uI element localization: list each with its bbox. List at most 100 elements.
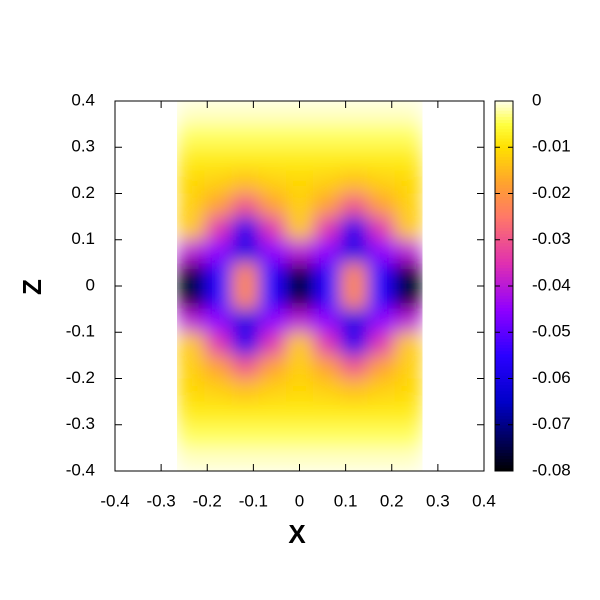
- heat-cell: [285, 286, 314, 310]
- heat-cell: [177, 378, 205, 403]
- heat-cell: [340, 147, 368, 171]
- colorbar-segment: [495, 258, 513, 262]
- heat-cell: [313, 193, 341, 218]
- colorbar-segment: [495, 292, 513, 296]
- colorbar-segment: [495, 107, 513, 111]
- heat-cell: [285, 309, 314, 333]
- x-tick-label: -0.3: [146, 491, 175, 510]
- colorbar-segment: [495, 218, 513, 222]
- colorbar-tick-label: -0.07: [532, 414, 571, 433]
- heat-cell: [285, 401, 314, 426]
- colorbar-segment: [495, 381, 513, 386]
- colorbar-segment: [495, 224, 513, 228]
- colorbar-segment: [495, 316, 513, 321]
- colorbar-segment: [495, 171, 513, 176]
- colorbar-segment: [495, 344, 513, 349]
- heat-cell: [204, 193, 233, 218]
- heat-cell: [204, 378, 233, 403]
- heat-cell: [177, 309, 205, 333]
- heat-cell: [258, 193, 287, 218]
- colorbar-segment: [495, 329, 513, 333]
- colorbar-segment: [495, 261, 513, 265]
- colorbar-segment: [495, 236, 513, 241]
- colorbar-tick-label: 0: [532, 90, 541, 109]
- heat-cell: [177, 424, 205, 449]
- colorbar-segment: [495, 406, 513, 410]
- heat-cell: [367, 124, 396, 148]
- x-tick-label: 0.2: [380, 491, 404, 510]
- y-tick-label: 0.1: [71, 229, 95, 248]
- colorbar-segment: [495, 162, 513, 167]
- colorbar-segment: [495, 230, 513, 235]
- heat-cell: [367, 424, 396, 449]
- heat-cell: [367, 101, 396, 125]
- colorbar-segment: [495, 178, 513, 182]
- colorbar-segment: [495, 122, 513, 127]
- heat-cell: [231, 124, 260, 148]
- heat-cell: [231, 355, 260, 379]
- heat-cell: [367, 332, 396, 356]
- heat-cell: [367, 286, 396, 310]
- colorbar-segment: [495, 205, 513, 210]
- colorbar-segment: [495, 147, 513, 151]
- heat-cell: [231, 401, 260, 426]
- heat-cell: [177, 124, 205, 148]
- heat-cell: [231, 332, 260, 356]
- heat-cell: [231, 309, 260, 333]
- y-axis-label: Z: [17, 279, 47, 295]
- heat-cell: [231, 447, 260, 472]
- colorbar-segment: [495, 134, 513, 139]
- colorbar-segment: [495, 144, 513, 148]
- heat-cell: [177, 216, 205, 241]
- colorbar-segment: [495, 104, 513, 108]
- colorbar-segment: [495, 452, 513, 457]
- heat-cell: [313, 332, 341, 356]
- heat-cell: [285, 239, 314, 264]
- heat-cell: [394, 193, 423, 218]
- colorbar-segment: [495, 193, 513, 198]
- heat-cell: [258, 216, 287, 241]
- colorbar-segment: [495, 446, 513, 450]
- heat-cell: [231, 378, 260, 403]
- colorbar-segment: [495, 208, 513, 213]
- heat-cell: [177, 447, 205, 472]
- colorbar-segment: [495, 430, 513, 435]
- x-axis-label: X: [288, 519, 306, 549]
- colorbar-segment: [495, 239, 513, 244]
- colorbar-segment: [495, 270, 513, 275]
- y-tick-label: 0.2: [71, 183, 95, 202]
- colorbar-segment: [495, 307, 513, 312]
- heat-cell: [258, 355, 287, 379]
- colorbar-segment: [495, 356, 513, 361]
- colorbar-segment: [495, 242, 513, 247]
- heat-cell: [313, 239, 341, 264]
- x-tick-label: 0.1: [334, 491, 358, 510]
- colorbar-segment: [495, 387, 513, 392]
- colorbar-segment: [495, 372, 513, 376]
- colorbar-segment: [495, 440, 513, 444]
- heat-cell: [177, 401, 205, 426]
- y-tick-label: -0.4: [66, 460, 95, 479]
- heat-cell: [394, 262, 423, 287]
- colorbar-segment: [495, 464, 513, 469]
- heat-cell: [204, 309, 233, 333]
- colorbar-segment: [495, 175, 513, 179]
- heat-cell: [258, 262, 287, 287]
- colorbar-segment: [495, 153, 513, 157]
- colorbar-segment: [495, 418, 513, 423]
- colorbar-segment: [495, 227, 513, 231]
- heat-cell: [394, 447, 423, 472]
- heat-cell: [367, 239, 396, 264]
- colorbar-segment: [495, 437, 513, 441]
- colorbar-segment: [495, 190, 513, 194]
- colorbar-segment: [495, 131, 513, 136]
- colorbar-segment: [495, 279, 513, 284]
- colorbar-segment: [495, 393, 513, 398]
- heat-cell: [367, 193, 396, 218]
- heat-cell: [367, 378, 396, 403]
- colorbar-segment: [495, 310, 513, 315]
- colorbar-segment: [495, 366, 513, 370]
- heat-cell: [177, 286, 205, 310]
- colorbar-segment: [495, 443, 513, 447]
